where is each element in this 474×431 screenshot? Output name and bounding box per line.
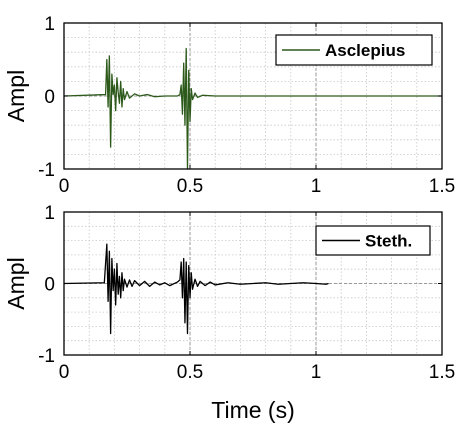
series-line [63, 243, 329, 335]
y-tick-label: 1 [44, 14, 55, 35]
legend-label: Steth. [365, 232, 412, 251]
y-axis-label: Ampl [3, 70, 29, 122]
legend-label: Asclepius [325, 41, 405, 60]
y-tick-label: -1 [38, 160, 55, 181]
y-tick-label: 0 [44, 275, 55, 296]
legend: Asclepius [275, 34, 433, 66]
legend: Steth. [315, 225, 431, 256]
x-tick-label: 0 [59, 362, 70, 383]
y-axis-label: Ampl [3, 257, 29, 309]
series-line [63, 47, 442, 170]
x-tick-label: 0.5 [177, 176, 203, 197]
x-tick-label: 0.5 [177, 362, 203, 383]
y-tick-label: 1 [44, 203, 55, 224]
series-group [63, 243, 329, 335]
y-tick-label: -1 [38, 346, 55, 367]
x-tick-label: 1 [311, 362, 322, 383]
tick-marks [63, 22, 443, 170]
tick-marks [63, 211, 443, 356]
series-group [63, 47, 442, 170]
x-tick-label: 1.5 [429, 176, 455, 197]
x-tick-label: 1 [311, 176, 322, 197]
x-tick-label: 0 [59, 176, 70, 197]
x-axis-label: Time (s) [211, 397, 294, 423]
x-tick-label: 1.5 [429, 362, 455, 383]
y-tick-label: 0 [44, 87, 55, 108]
